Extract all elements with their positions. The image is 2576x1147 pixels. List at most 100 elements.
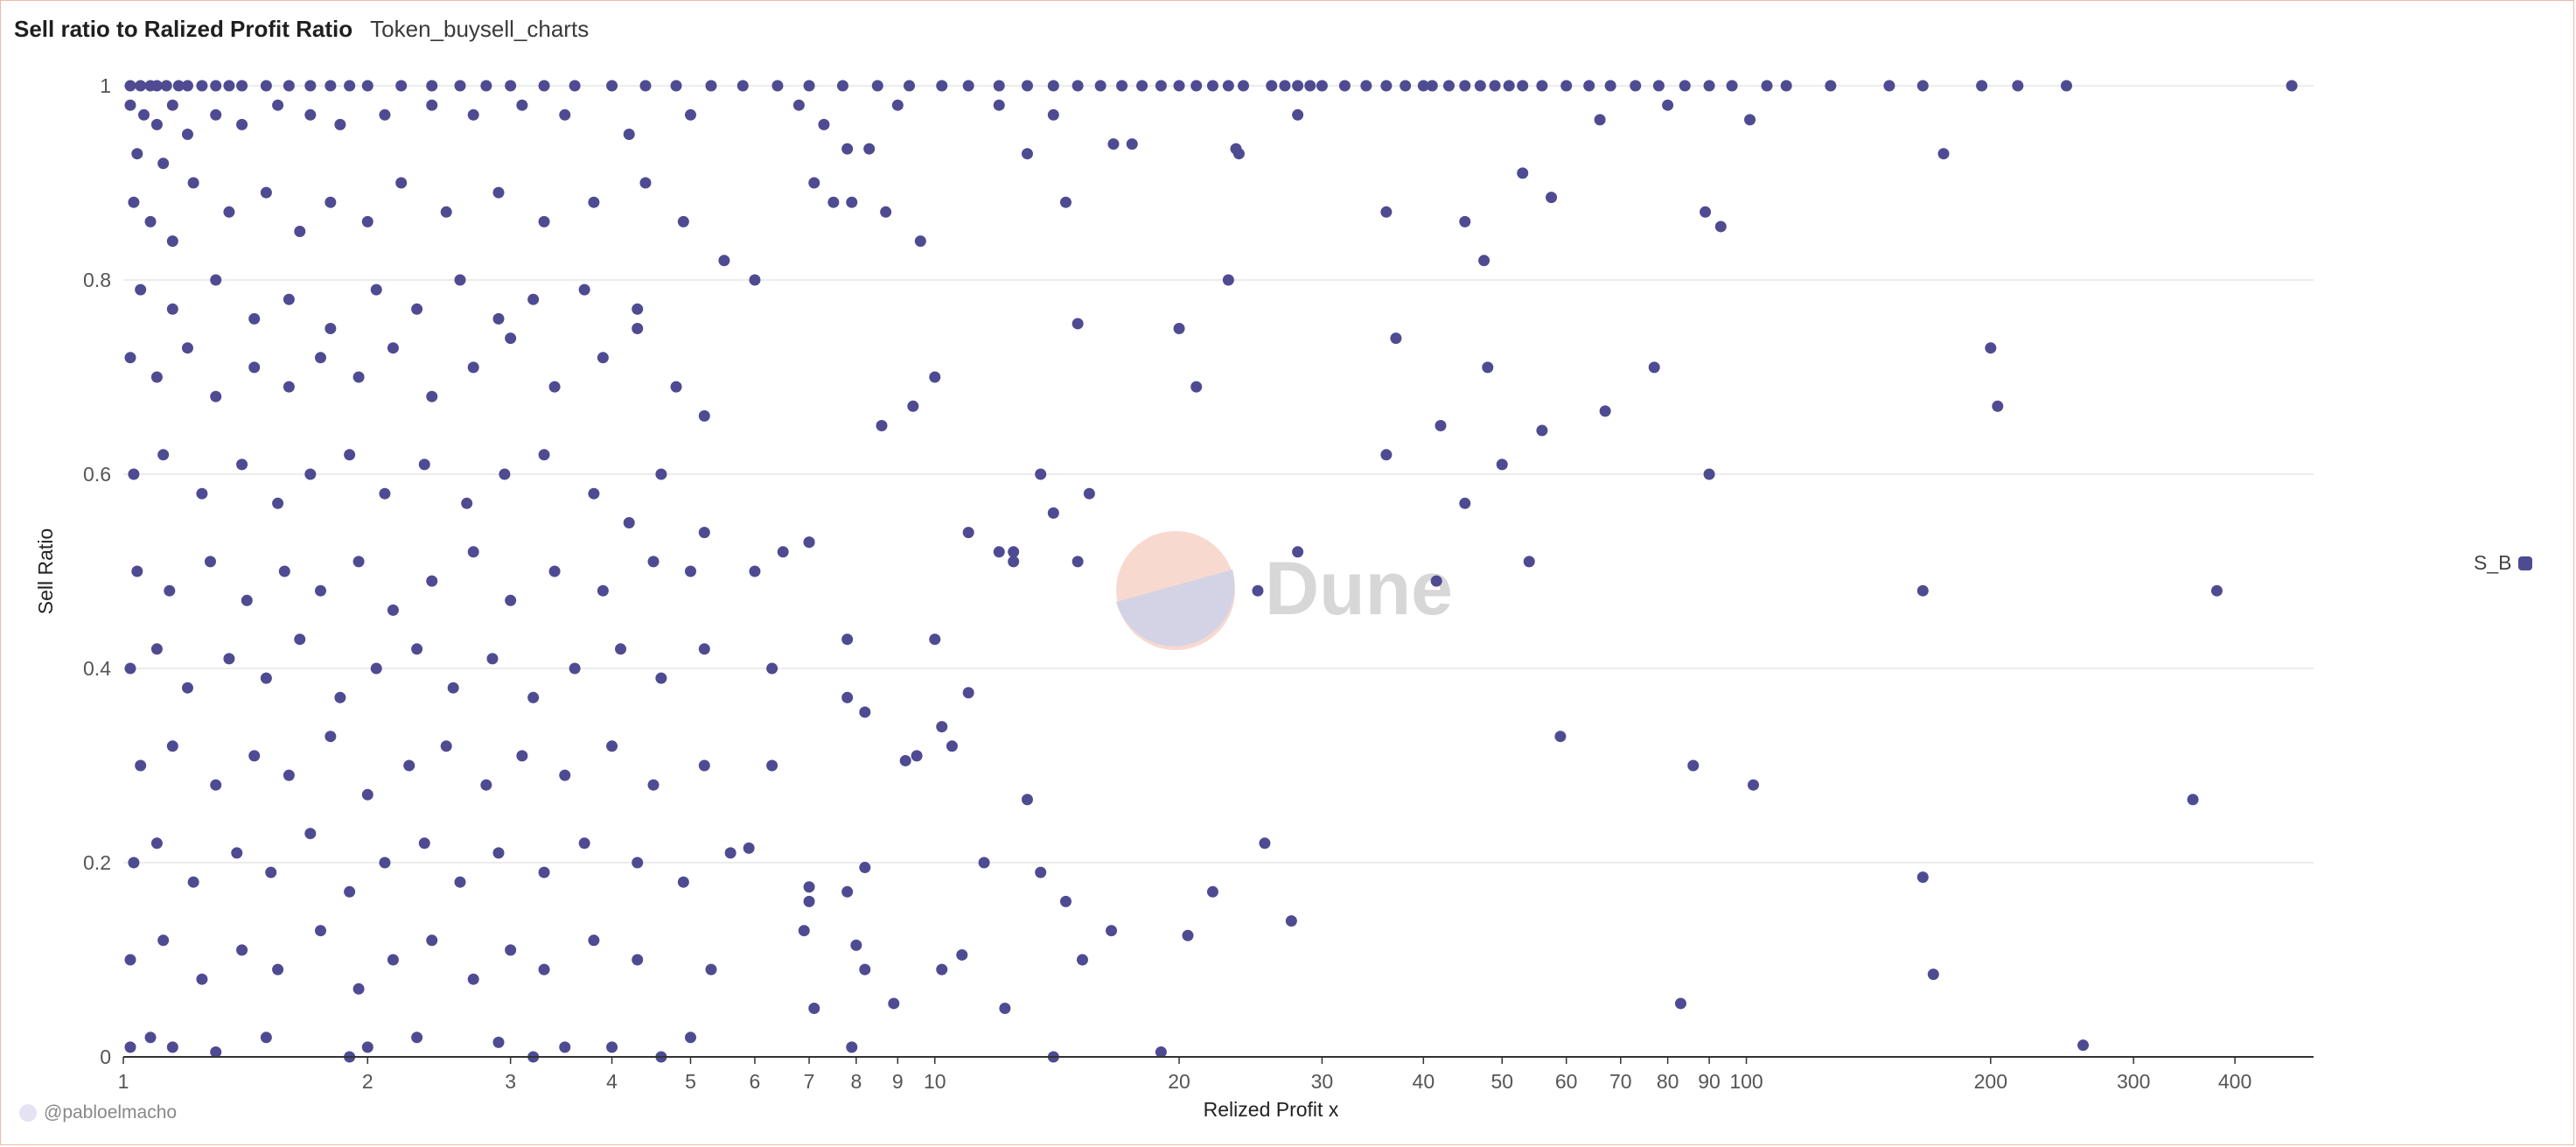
data-point[interactable] [803,80,815,92]
data-point[interactable] [124,80,136,92]
data-point[interactable] [1560,80,1573,92]
data-point[interactable] [632,323,644,334]
data-point[interactable] [623,129,635,140]
data-point[interactable] [1292,108,1304,121]
data-point[interactable] [1173,323,1185,334]
data-point[interactable] [1883,80,1895,92]
data-point[interactable] [411,643,423,655]
data-point[interactable] [223,206,235,218]
data-point[interactable] [379,108,391,121]
data-point[interactable] [135,80,147,92]
data-point[interactable] [1155,1046,1167,1058]
data-point[interactable] [196,973,208,985]
data-point[interactable] [505,332,517,345]
data-point[interactable] [749,274,761,286]
data-point[interactable] [1360,80,1372,92]
data-point[interactable] [124,352,136,364]
data-point[interactable] [993,546,1005,558]
data-point[interactable] [559,769,571,781]
data-point[interactable] [426,390,438,402]
data-point[interactable] [1072,556,1084,568]
data-point[interactable] [962,687,974,699]
data-point[interactable] [128,196,140,208]
data-point[interactable] [467,361,479,374]
data-point[interactable] [639,80,652,92]
data-point[interactable] [803,881,815,893]
data-point[interactable] [569,662,581,675]
data-point[interactable] [1474,80,1486,92]
data-point[interactable] [379,487,391,500]
data-point[interactable] [223,80,235,92]
data-point[interactable] [1604,80,1616,92]
data-point[interactable] [1008,556,1020,568]
data-point[interactable] [684,108,696,121]
data-point[interactable] [379,857,391,869]
data-point[interactable] [914,235,926,248]
data-point[interactable] [538,80,550,92]
data-point[interactable] [187,876,199,888]
data-point[interactable] [929,371,941,383]
data-point[interactable] [647,556,660,568]
data-point[interactable] [325,323,337,334]
data-point[interactable] [841,633,854,646]
data-point[interactable] [1380,449,1393,461]
data-point[interactable] [260,672,272,684]
data-point[interactable] [210,80,222,92]
data-point[interactable] [1594,114,1606,126]
data-point[interactable] [236,80,248,92]
query-name[interactable]: Token_buysell_charts [370,16,590,42]
data-point[interactable] [135,759,147,772]
data-point[interactable] [1047,108,1059,121]
data-point[interactable] [1442,80,1455,92]
data-point[interactable] [1047,507,1059,519]
data-point[interactable] [370,662,382,675]
data-point[interactable] [718,255,730,267]
data-point[interactable] [1206,80,1218,92]
data-point[interactable] [1206,885,1218,898]
data-point[interactable] [387,954,399,966]
data-point[interactable] [426,575,438,587]
data-point[interactable] [1116,80,1128,92]
data-point[interactable] [150,643,163,655]
data-point[interactable] [677,215,689,227]
data-point[interactable] [294,633,306,646]
data-point[interactable] [1238,80,1250,92]
data-point[interactable] [204,556,216,568]
data-point[interactable] [210,779,222,791]
data-point[interactable] [827,196,840,208]
data-point[interactable] [283,769,295,781]
data-point[interactable] [632,857,644,869]
data-point[interactable] [1744,114,1756,126]
data-point[interactable] [210,274,222,286]
data-point[interactable] [1648,361,1660,374]
data-point[interactable] [492,1036,505,1048]
author-handle[interactable]: @pabloelmacho [44,1102,178,1123]
data-point[interactable] [527,691,540,703]
data-point[interactable] [353,983,365,995]
data-point[interactable] [527,293,540,305]
data-point[interactable] [418,458,430,471]
data-point[interactable] [137,108,150,121]
data-point[interactable] [1083,487,1095,500]
data-point[interactable] [150,80,163,92]
data-point[interactable] [210,1046,222,1058]
data-point[interactable] [993,80,1005,92]
data-point[interactable] [1390,332,1402,345]
data-point[interactable] [1554,731,1567,743]
data-point[interactable] [766,662,778,675]
data-point[interactable] [1259,837,1271,850]
data-point[interactable] [548,565,561,577]
data-point[interactable] [387,342,399,354]
data-point[interactable] [1136,80,1148,92]
data-point[interactable] [499,468,511,480]
data-point[interactable] [440,206,452,218]
data-point[interactable] [1662,99,1674,111]
data-point[interactable] [1517,167,1529,179]
data-point[interactable] [777,546,789,558]
data-point[interactable] [946,740,958,752]
data-point[interactable] [808,1003,820,1014]
data-point[interactable] [248,750,261,762]
data-point[interactable] [516,99,528,111]
data-point[interactable] [1652,80,1665,92]
data-point[interactable] [880,206,892,218]
